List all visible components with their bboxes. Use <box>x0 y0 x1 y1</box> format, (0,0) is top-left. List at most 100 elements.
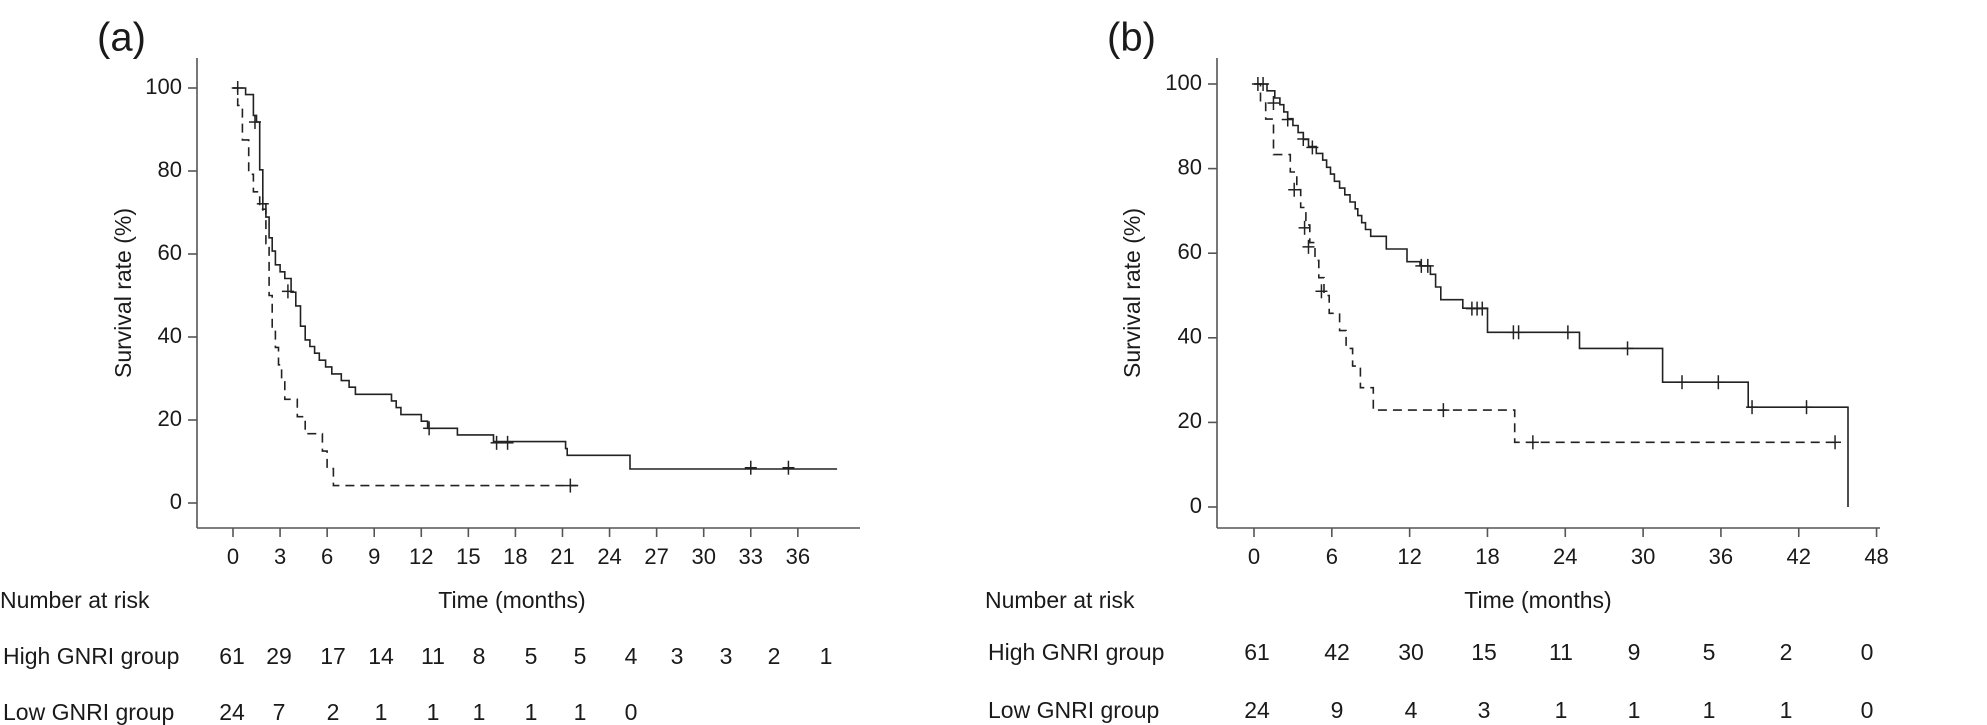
panel-b-risk-value: 9 <box>1331 697 1344 723</box>
panel-a-x-tick-label: 33 <box>739 544 763 569</box>
panel-a-label: (a) <box>97 16 146 60</box>
panel-b-risk-value: 1 <box>1703 697 1716 723</box>
panel-a-risk-value: 5 <box>525 643 538 669</box>
panel-a-x-tick-label: 30 <box>691 544 715 569</box>
panel-a-risk-value: 29 <box>266 643 292 669</box>
panel-b-x-tick-label: 0 <box>1248 544 1260 569</box>
panel-b-risk-value: 1 <box>1780 697 1793 723</box>
panel-a-curve-dashed <box>233 87 579 487</box>
panel-b-risk-row-label: Low GNRI group <box>988 697 1159 723</box>
panel-b-censor-mark-solid <box>1621 341 1634 356</box>
panel-a-risk-value: 7 <box>273 699 286 725</box>
panel-a-x-tick-label: 3 <box>274 544 286 569</box>
panel-a-censor-mark-dashed <box>564 478 577 493</box>
panel-a-risk-value: 11 <box>421 643 445 669</box>
panel-a-risk-value: 1 <box>525 699 538 725</box>
panel-b-censor-mark-dashed <box>1302 239 1315 254</box>
panel-b-censor-mark-solid <box>1476 301 1489 316</box>
panel-a-risk-value: 1 <box>820 643 833 669</box>
panel-b-risk-value: 42 <box>1324 639 1350 665</box>
panel-b-x-tick-label: 42 <box>1786 544 1810 569</box>
panel-b-risk-value: 1 <box>1628 697 1641 723</box>
panel-a-censor-mark-solid <box>744 460 757 475</box>
panel-a-x-tick-label: 6 <box>321 544 333 569</box>
panel-b-y-tick-label: 40 <box>1178 324 1202 349</box>
panel-b-censor-mark-solid <box>1267 96 1280 111</box>
panel-b-censor-mark-solid <box>1800 400 1813 415</box>
panel-b-y-tick-label: 60 <box>1178 239 1202 264</box>
panel-b-x-tick-label: 36 <box>1709 544 1733 569</box>
panel-b-risk-row-label: High GNRI group <box>988 639 1164 665</box>
panel-a-x-tick-label: 18 <box>503 544 527 569</box>
panel-a-y-axis-title: Survival rate (%) <box>110 208 136 378</box>
panel-b-x-tick-label: 48 <box>1864 544 1888 569</box>
panel-a-y-tick-label: 100 <box>145 74 182 99</box>
panel-b-risk-value: 30 <box>1398 639 1424 665</box>
panel-b-risk-value: 0 <box>1861 639 1874 665</box>
panel-b-risk-value: 1 <box>1555 697 1568 723</box>
panel-b-risk-value: 61 <box>1244 639 1270 665</box>
panel-b-x-tick-label: 30 <box>1631 544 1655 569</box>
panel-a-x-tick-label: 9 <box>368 544 380 569</box>
panel-b-risk-value: 15 <box>1471 639 1497 665</box>
panel-a-risk-value: 3 <box>671 643 684 669</box>
panel-b-censor-mark-solid <box>1561 325 1574 340</box>
panel-b-y-axis-title: Survival rate (%) <box>1119 208 1145 378</box>
panel-b-censor-mark-solid <box>1712 375 1725 390</box>
panel-a-curve-solid <box>233 87 838 470</box>
panel-a-risk-value: 3 <box>720 643 733 669</box>
panel-a-x-tick-label: 15 <box>456 544 480 569</box>
panel-a-censor-mark-solid <box>501 435 514 450</box>
panel-b-y-tick-label: 100 <box>1165 70 1202 95</box>
panel-a-risk-value: 5 <box>574 643 587 669</box>
panel-b-risk-table-title: Number at risk <box>985 587 1135 613</box>
panel-b-risk-value: 24 <box>1244 697 1270 723</box>
panel-a-x-axis-title: Time (months) <box>438 587 585 613</box>
panel-b-censor-mark-dashed <box>1526 435 1539 450</box>
panel-a-risk-value: 0 <box>625 699 638 725</box>
panel-a-y-tick-label: 40 <box>158 323 182 348</box>
panel-a-y-tick-label: 80 <box>158 157 182 182</box>
panel-b-risk-value: 9 <box>1628 639 1641 665</box>
panel-a-censor-mark-solid <box>248 115 261 130</box>
panel-a-risk-value: 17 <box>320 643 346 669</box>
panel-b-censor-mark-solid <box>1512 325 1525 340</box>
panel-a-risk-value: 1 <box>574 699 587 725</box>
panel-b-x-tick-label: 18 <box>1475 544 1499 569</box>
panel-b-risk-value: 3 <box>1478 697 1491 723</box>
panel-a-x-tick-label: 21 <box>550 544 574 569</box>
panel-a-risk-value: 14 <box>368 643 394 669</box>
panel-a-x-tick-label: 12 <box>409 544 433 569</box>
panel-a-risk-value: 1 <box>427 699 440 725</box>
panel-b-y-tick-label: 20 <box>1178 408 1202 433</box>
panel-b-censor-mark-solid <box>1676 375 1689 390</box>
panel-b-x-tick-label: 6 <box>1326 544 1338 569</box>
panel-b-censor-mark-solid <box>1306 140 1319 155</box>
panel-a-risk-value: 2 <box>327 699 340 725</box>
panel-a-risk-table-title: Number at risk <box>0 587 150 613</box>
panel-b-x-axis-title: Time (months) <box>1464 587 1611 613</box>
panel-b-censor-mark-dashed <box>1288 182 1301 197</box>
panel-b-risk-value: 2 <box>1780 639 1793 665</box>
panel-a-x-tick-label: 0 <box>227 544 239 569</box>
panel-a-censor-mark-solid <box>782 460 795 475</box>
panel-a-censor-mark-solid <box>281 284 294 299</box>
panel-b-x-tick-label: 12 <box>1397 544 1421 569</box>
panel-a-x-tick-label: 36 <box>786 544 810 569</box>
panel-a-risk-row-label: Low GNRI group <box>3 699 174 725</box>
panel-a-censor-mark-solid <box>423 421 436 436</box>
panel-a-risk-value: 4 <box>625 643 638 669</box>
panel-a-risk-value: 2 <box>768 643 781 669</box>
panel-a-risk-value: 61 <box>219 643 245 669</box>
panel-b-x-tick-label: 24 <box>1553 544 1577 569</box>
panel-b-risk-value: 11 <box>1549 639 1573 665</box>
panel-a-risk-value: 24 <box>219 699 245 725</box>
panel-b-censor-mark-solid <box>1297 131 1310 146</box>
panel-b-curve-dashed <box>1254 83 1841 444</box>
panel-b-curve-solid <box>1254 83 1849 507</box>
panel-a-censor-mark-solid <box>490 435 503 450</box>
panel-a-risk-value: 1 <box>375 699 388 725</box>
